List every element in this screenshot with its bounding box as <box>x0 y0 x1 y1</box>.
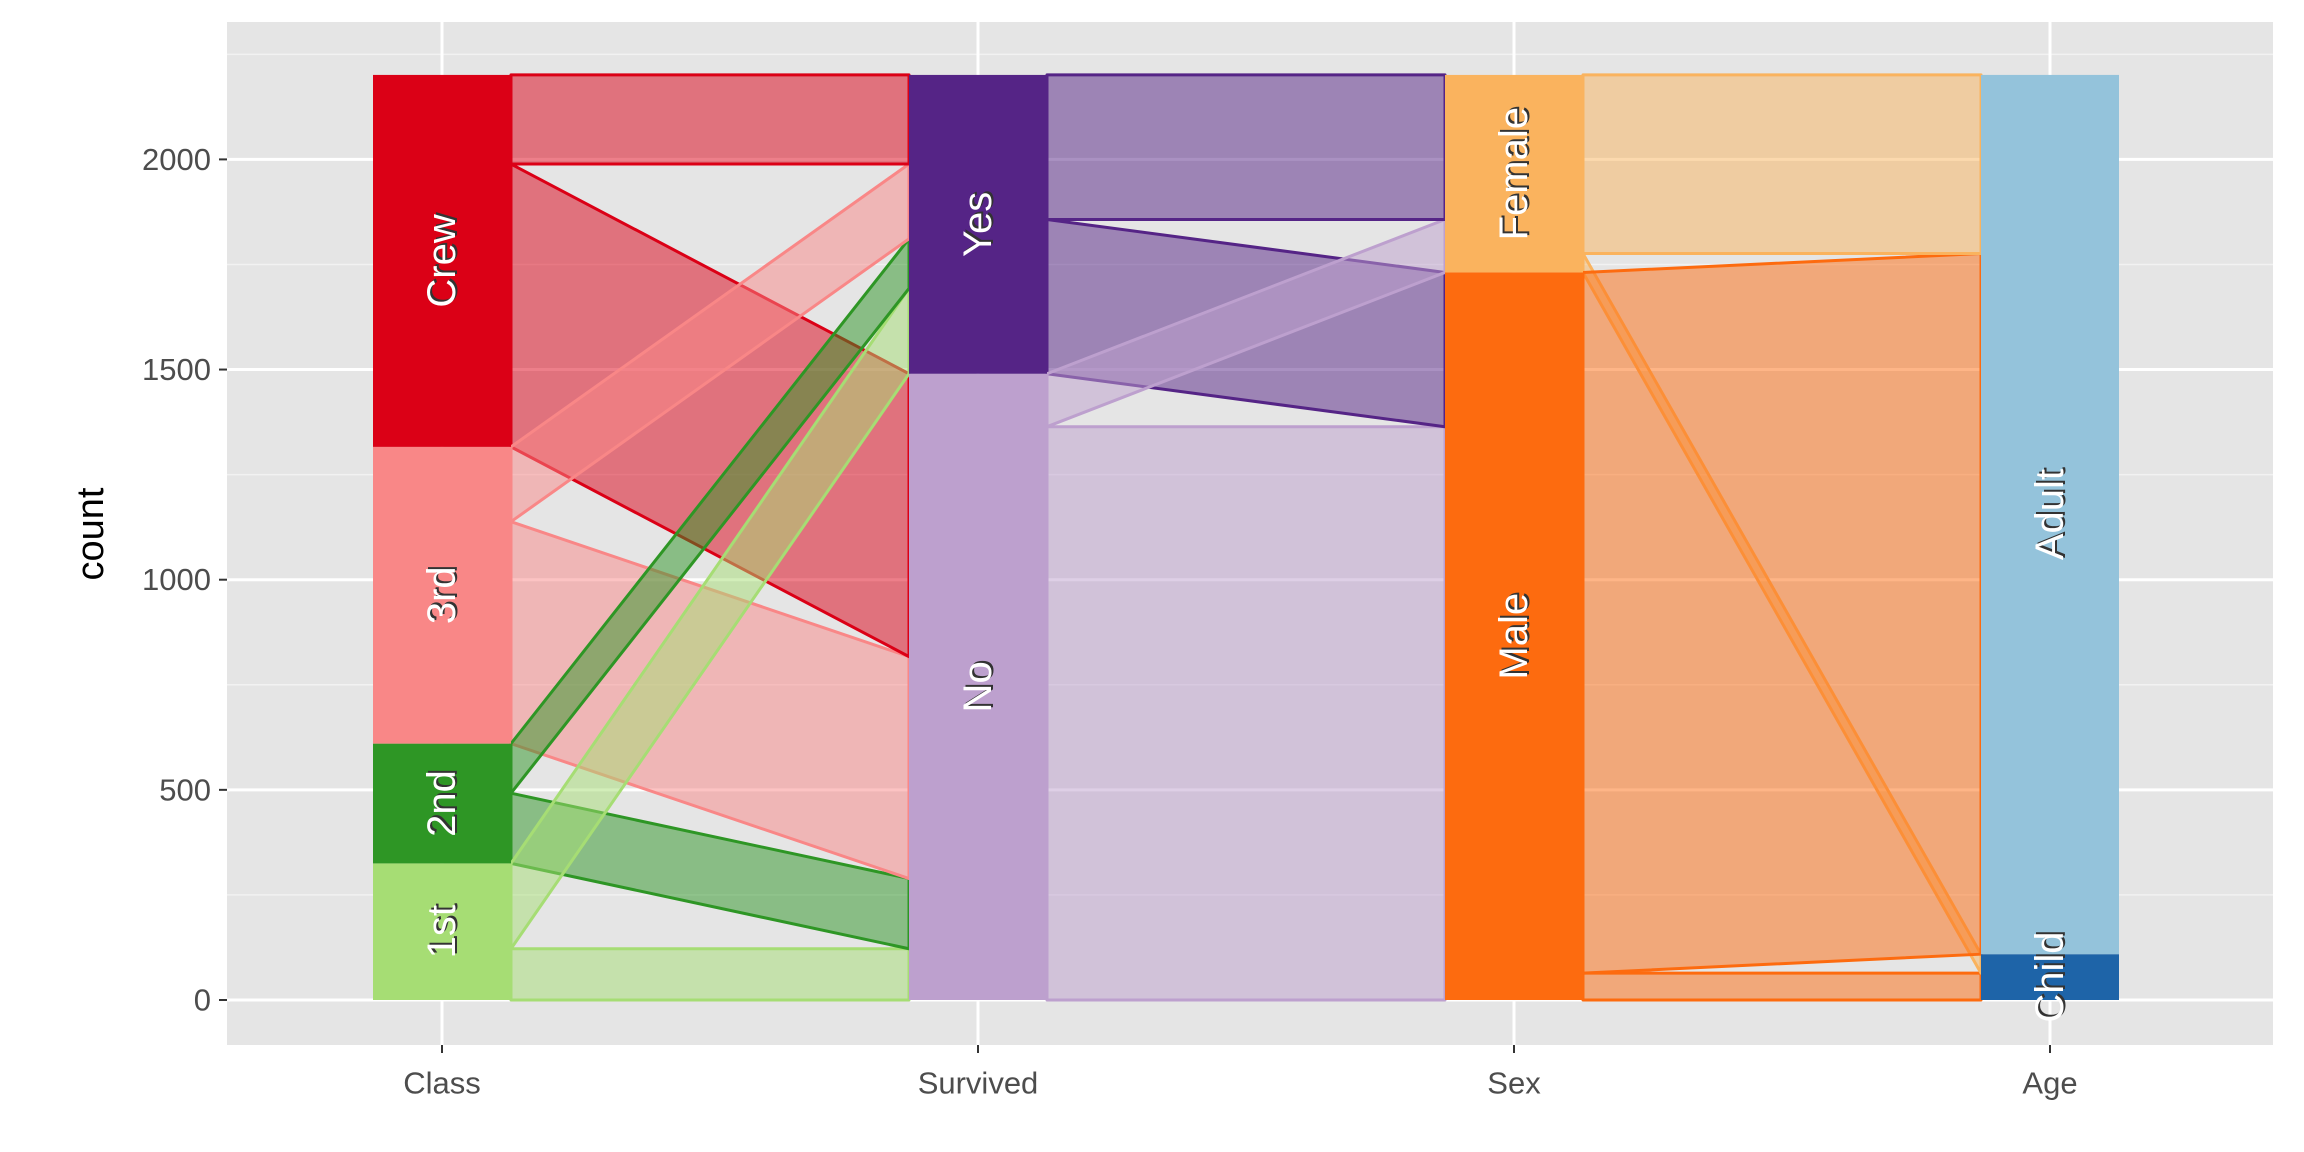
x-tick-label-survived: Survived <box>918 1066 1039 1101</box>
stratum-age-adult <box>1981 74 2119 955</box>
stratum-label-shadow: 2nd <box>422 768 466 835</box>
flow-survived-yes-to-female <box>1045 73 1447 222</box>
stratum-age-child <box>1981 954 2119 1000</box>
x-tick-label-class: Class <box>403 1066 481 1101</box>
x-tick-label-sex: Sex <box>1487 1066 1541 1101</box>
stratum-label-2nd: 2nd <box>420 770 464 837</box>
stratum-label-yes: Yes <box>956 192 1000 257</box>
stratum-label-shadow: Adult <box>2030 467 2074 558</box>
flow-class-crew-to-yes <box>509 73 911 166</box>
stratum-label-shadow: Female <box>1494 105 1538 238</box>
stratum-sex-female <box>1445 74 1583 273</box>
stratum-sex-male <box>1445 272 1583 1000</box>
stratum-label-child: Child <box>2028 932 2072 1023</box>
stratum-survived-no <box>909 373 1047 1000</box>
stratum-label-shadow: Crew <box>422 212 466 305</box>
stratum-class-crew <box>373 74 511 447</box>
y-tick-label: 500 <box>159 772 211 807</box>
stratum-label-female: Female <box>1492 107 1536 240</box>
stratum-survived-yes <box>909 74 1047 374</box>
y-axis-title: count <box>70 487 112 580</box>
flows <box>509 73 1983 1002</box>
y-tick-label: 1500 <box>142 352 211 387</box>
stratum-label-shadow: 3rd <box>422 564 466 622</box>
x-axis: Class Survived Sex Age <box>403 1045 2078 1101</box>
stratum-label-adult: Adult <box>2028 469 2072 560</box>
y-tick-label: 2000 <box>142 142 211 177</box>
flow-class-1st-to-no <box>509 947 911 1002</box>
stratum-class-3rd <box>373 446 511 744</box>
stratum-label-male: Male <box>1492 593 1536 680</box>
stratum-label-shadow: 1st <box>422 903 466 956</box>
flow-sex-male-to-child <box>1581 971 1983 1002</box>
flow-survived-no-to-male <box>1045 425 1447 1002</box>
stratum-label-shadow: Yes <box>958 190 1002 255</box>
y-tick-label: 1000 <box>142 562 211 597</box>
stratum-label-shadow: Male <box>1494 591 1538 678</box>
stratum-class-2nd <box>373 743 511 864</box>
stratum-class-1st <box>373 863 511 1000</box>
y-tick-label: 0 <box>194 983 211 1018</box>
y-axis: 0 500 1000 1500 2000 <box>142 142 227 1018</box>
flow-sex-female-to-adult <box>1581 73 1983 256</box>
stratum-label-shadow: No <box>958 659 1002 710</box>
flow-sex-male-to-adult <box>1581 252 1983 975</box>
stratum-label-crew: Crew <box>420 214 464 307</box>
stratum-label-3rd: 3rd <box>420 566 464 624</box>
strata <box>373 74 2119 1000</box>
stratum-labels: 1st1st2nd2nd3rd3rdCrewCrewNoNoYesYesMale… <box>420 105 2074 1023</box>
stratum-label-1st: 1st <box>420 905 464 958</box>
x-tick-label-age: Age <box>2022 1066 2077 1101</box>
stratum-label-no: No <box>956 661 1000 712</box>
stratum-label-shadow: Child <box>2030 930 2074 1021</box>
